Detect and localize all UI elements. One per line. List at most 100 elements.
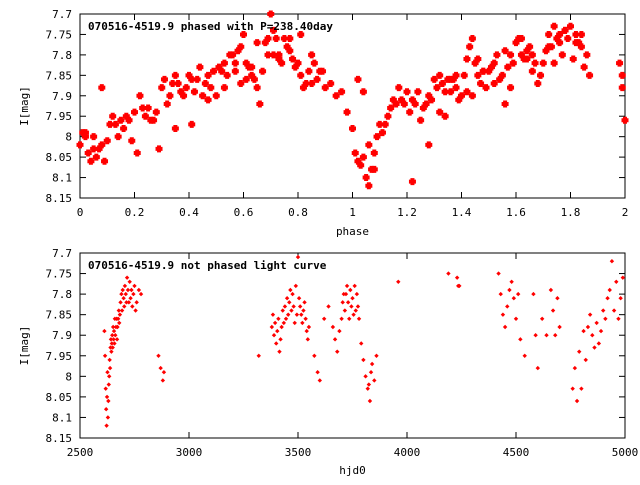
data-point [509,279,514,284]
data-point [621,116,629,124]
data-point [501,100,509,108]
data-point [556,30,564,38]
data-point [312,353,317,358]
data-point [114,337,120,342]
data-point [115,316,121,321]
data-point [231,67,239,75]
data-point [620,275,626,280]
data-point [583,357,588,363]
data-point [284,296,290,301]
data-point [513,316,519,321]
data-point [115,324,120,330]
data-point [583,51,591,59]
data-point [116,308,122,313]
data-point [119,308,125,313]
x-tick-label: 1.6 [506,206,526,219]
data-point [535,365,540,371]
y-tick-label: 8 [65,370,72,383]
data-point [286,47,294,55]
y-tick-label: 7.8 [52,288,72,301]
data-point [579,386,584,391]
data-point [502,324,508,330]
x-tick-label: 1.4 [452,206,472,219]
data-point [326,304,331,309]
y-tick-label: 7.7 [52,247,72,260]
data-point [408,178,416,186]
data-point [256,100,264,108]
data-point [344,283,350,289]
data-point [601,308,606,313]
data-point [528,51,536,59]
data-point [141,112,149,120]
data-point [347,316,352,321]
data-point [132,283,137,289]
data-point [300,320,305,326]
data-point [417,116,425,124]
data-point [378,129,386,137]
data-point [204,96,212,104]
data-point [102,328,107,334]
data-point [436,108,444,116]
data-point [577,43,585,51]
plot-title: 070516-4519.9 not phased light curve [88,259,327,272]
x-tick-label: 5000 [612,446,639,459]
data-point [557,324,562,330]
data-point [594,320,599,326]
data-point [332,92,340,100]
data-point [256,353,261,358]
data-point [242,75,250,83]
data-point [436,71,444,79]
data-point [414,88,422,96]
y-tick-label: 8 [65,131,72,144]
x-tick-label: 0.8 [288,206,308,219]
data-point [302,300,307,305]
data-point [545,30,553,38]
data-point [569,55,577,63]
y-tick-label: 8.05 [46,391,73,404]
data-point [493,51,501,59]
data-point [392,100,400,108]
data-point [463,88,471,96]
data-point [133,149,141,157]
data-point [590,333,595,338]
data-point [271,333,277,338]
data-point [558,51,566,59]
data-point [438,80,446,88]
data-point [384,112,392,120]
x-tick-label: 0 [77,206,84,219]
data-point [117,116,125,124]
x-tick-label: 2500 [67,446,94,459]
data-point [361,357,366,363]
data-point [124,300,129,305]
data-point [482,84,490,92]
data-point [368,370,374,375]
data-point [305,67,313,75]
data-point [372,378,377,383]
data-point [114,133,122,141]
x-axis-label: phase [336,225,369,238]
data-point [501,47,509,55]
data-point [163,100,171,108]
data-point [156,353,161,358]
x-tick-label: 3000 [176,446,203,459]
data-point [188,120,196,128]
data-point [537,71,545,79]
data-point [603,316,608,321]
data-point [425,141,433,149]
data-point [550,22,558,30]
data-point [370,165,378,173]
data-point [180,92,188,100]
data-point [292,320,297,326]
data-point [458,92,465,100]
data-point [550,308,556,313]
data-point [496,271,501,276]
data-point [112,341,117,346]
data-point [120,287,125,293]
data-point [321,316,327,321]
data-point [104,394,110,400]
data-point [585,324,591,330]
data-point [477,80,485,88]
data-point [304,328,309,334]
data-point [204,71,212,79]
data-point [330,324,336,330]
